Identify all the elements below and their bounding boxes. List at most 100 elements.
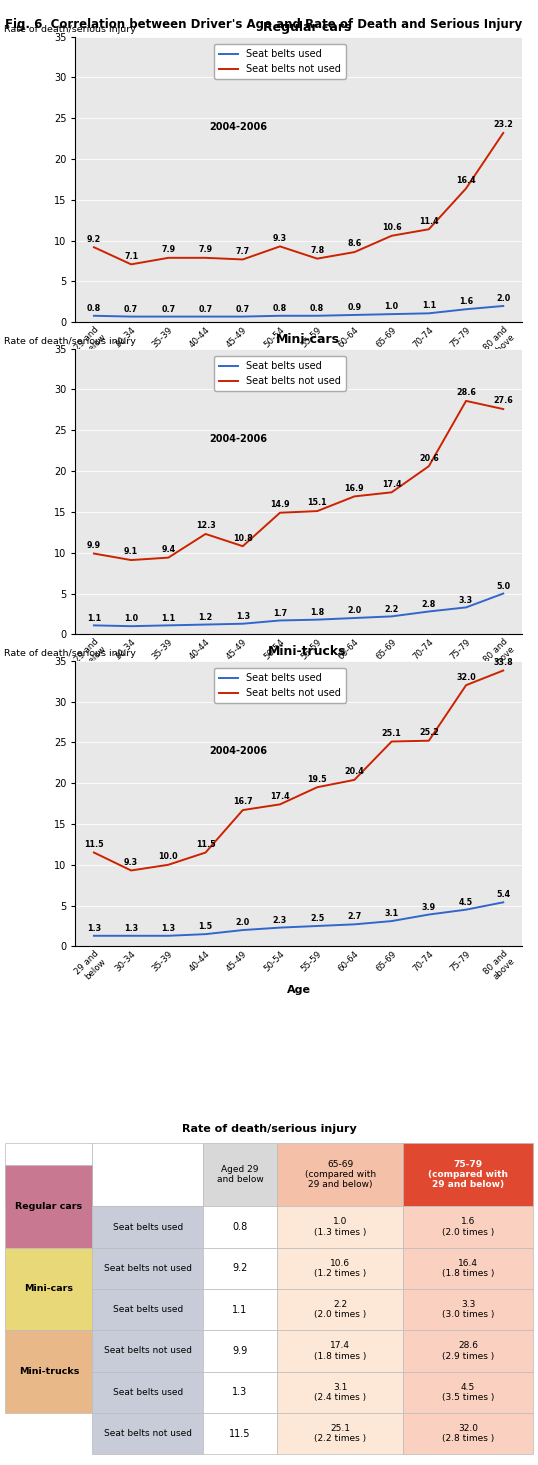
Text: 9.9: 9.9 [87,541,101,549]
Text: 27.6: 27.6 [493,397,513,406]
Text: 16.9: 16.9 [345,483,364,492]
Text: Rate of death/serious injury: Rate of death/serious injury [4,649,136,658]
Text: 2.0: 2.0 [236,919,250,927]
Text: 9.2: 9.2 [232,1263,247,1273]
Text: 2004-2006: 2004-2006 [209,434,267,444]
Text: 7.7: 7.7 [236,246,250,256]
Bar [93,1206,203,1248]
Text: 1.0: 1.0 [124,614,138,623]
Text: 1.0
(1.3 times ): 1.0 (1.3 times ) [314,1217,366,1236]
Text: 2.2: 2.2 [385,605,399,614]
Text: 28.6: 28.6 [456,388,476,397]
X-axis label: Age: Age [287,362,310,372]
Text: 1.5: 1.5 [199,923,213,932]
Text: 17.4: 17.4 [270,791,290,801]
Text: 1.2: 1.2 [199,612,213,621]
Bar [93,1289,203,1330]
Text: 3.3
(3.0 times ): 3.3 (3.0 times ) [442,1299,494,1320]
Text: 1.1: 1.1 [161,614,175,623]
Text: 19.5: 19.5 [307,775,327,784]
Text: 33.8: 33.8 [493,658,513,667]
Text: 16.7: 16.7 [233,797,252,806]
Bar [203,1289,277,1330]
Bar [93,1371,203,1412]
Text: 0.7: 0.7 [124,305,138,314]
Bar [5,1143,93,1206]
Text: 10.6: 10.6 [382,223,401,231]
Text: 0.7: 0.7 [236,305,250,314]
Text: 7.8: 7.8 [310,246,324,255]
Text: 8.6: 8.6 [348,239,362,249]
Text: 9.9: 9.9 [232,1346,247,1357]
Bar [277,1330,404,1371]
Text: 0.8: 0.8 [310,303,324,314]
Text: 2004-2006: 2004-2006 [209,122,267,132]
Text: 1.3: 1.3 [161,924,175,933]
Text: Seat belts not used: Seat belts not used [104,1264,192,1273]
Bar [277,1143,404,1206]
Bar [203,1206,277,1248]
Bar [203,1412,277,1455]
X-axis label: Age: Age [287,986,310,996]
Bar [404,1143,533,1206]
Text: 11.5: 11.5 [196,839,215,848]
Text: 5.0: 5.0 [496,582,511,590]
Text: 10.8: 10.8 [233,533,253,542]
Bar [5,1165,93,1248]
Text: 0.9: 0.9 [348,303,362,312]
Legend: Seat belts used, Seat belts not used: Seat belts used, Seat belts not used [214,356,346,391]
Text: 2.0: 2.0 [496,294,511,303]
Bar [277,1412,404,1455]
Text: 1.3: 1.3 [124,924,138,933]
Text: 2004-2006: 2004-2006 [209,747,267,756]
Text: 1.8: 1.8 [310,608,324,617]
Text: 17.4: 17.4 [382,479,401,489]
Text: Seat belts used: Seat belts used [112,1305,183,1314]
Bar [277,1206,404,1248]
Text: 2.0: 2.0 [348,607,362,615]
Bar [203,1143,277,1206]
Text: 25.1
(2.2 times ): 25.1 (2.2 times ) [314,1424,366,1443]
Bar [277,1289,404,1330]
Text: 28.6
(2.9 times ): 28.6 (2.9 times ) [442,1342,494,1361]
Text: 4.5
(3.5 times ): 4.5 (3.5 times ) [442,1383,494,1402]
Text: 2.7: 2.7 [348,913,362,921]
Text: 10.0: 10.0 [159,853,178,861]
Text: 23.2: 23.2 [493,120,513,129]
Text: 9.2: 9.2 [87,234,101,243]
Text: 3.9: 3.9 [422,902,436,911]
Text: 20.4: 20.4 [344,768,364,776]
Bar [404,1289,533,1330]
Text: 0.7: 0.7 [161,305,175,314]
Text: 32.0
(2.8 times ): 32.0 (2.8 times ) [442,1424,494,1443]
Bar [5,1330,93,1412]
Text: 2.8: 2.8 [422,599,436,608]
Text: 0.7: 0.7 [199,305,213,314]
Text: 0.8: 0.8 [87,303,101,314]
Text: Mini-cars: Mini-cars [275,333,339,346]
Text: Regular cars: Regular cars [263,21,352,34]
Text: Mini-trucks: Mini-trucks [268,645,347,658]
Text: 65-69
(compared with
29 and below): 65-69 (compared with 29 and below) [305,1160,376,1190]
Text: 10.6
(1.2 times ): 10.6 (1.2 times ) [314,1258,366,1277]
Legend: Seat belts used, Seat belts not used: Seat belts used, Seat belts not used [214,44,346,79]
Text: 1.6
(2.0 times ): 1.6 (2.0 times ) [442,1217,494,1236]
Text: Seat belts not used: Seat belts not used [104,1428,192,1439]
Text: Mini-cars: Mini-cars [24,1285,73,1294]
Bar [277,1371,404,1412]
Text: 2.3: 2.3 [273,916,287,924]
Text: 1.1: 1.1 [87,614,101,623]
Text: 11.5: 11.5 [229,1428,251,1439]
Bar [404,1248,533,1289]
Text: Seat belts used: Seat belts used [112,1387,183,1396]
Text: Aged 29
and below: Aged 29 and below [217,1165,264,1184]
Bar [404,1206,533,1248]
Text: 3.1: 3.1 [385,910,399,919]
Text: 3.1
(2.4 times ): 3.1 (2.4 times ) [314,1383,366,1402]
Text: 1.7: 1.7 [273,608,287,618]
Text: 11.4: 11.4 [419,217,438,226]
Legend: Seat belts used, Seat belts not used: Seat belts used, Seat belts not used [214,668,346,703]
Bar [203,1330,277,1371]
Text: 1.3: 1.3 [87,924,101,933]
Text: 16.4
(1.8 times ): 16.4 (1.8 times ) [442,1258,494,1277]
